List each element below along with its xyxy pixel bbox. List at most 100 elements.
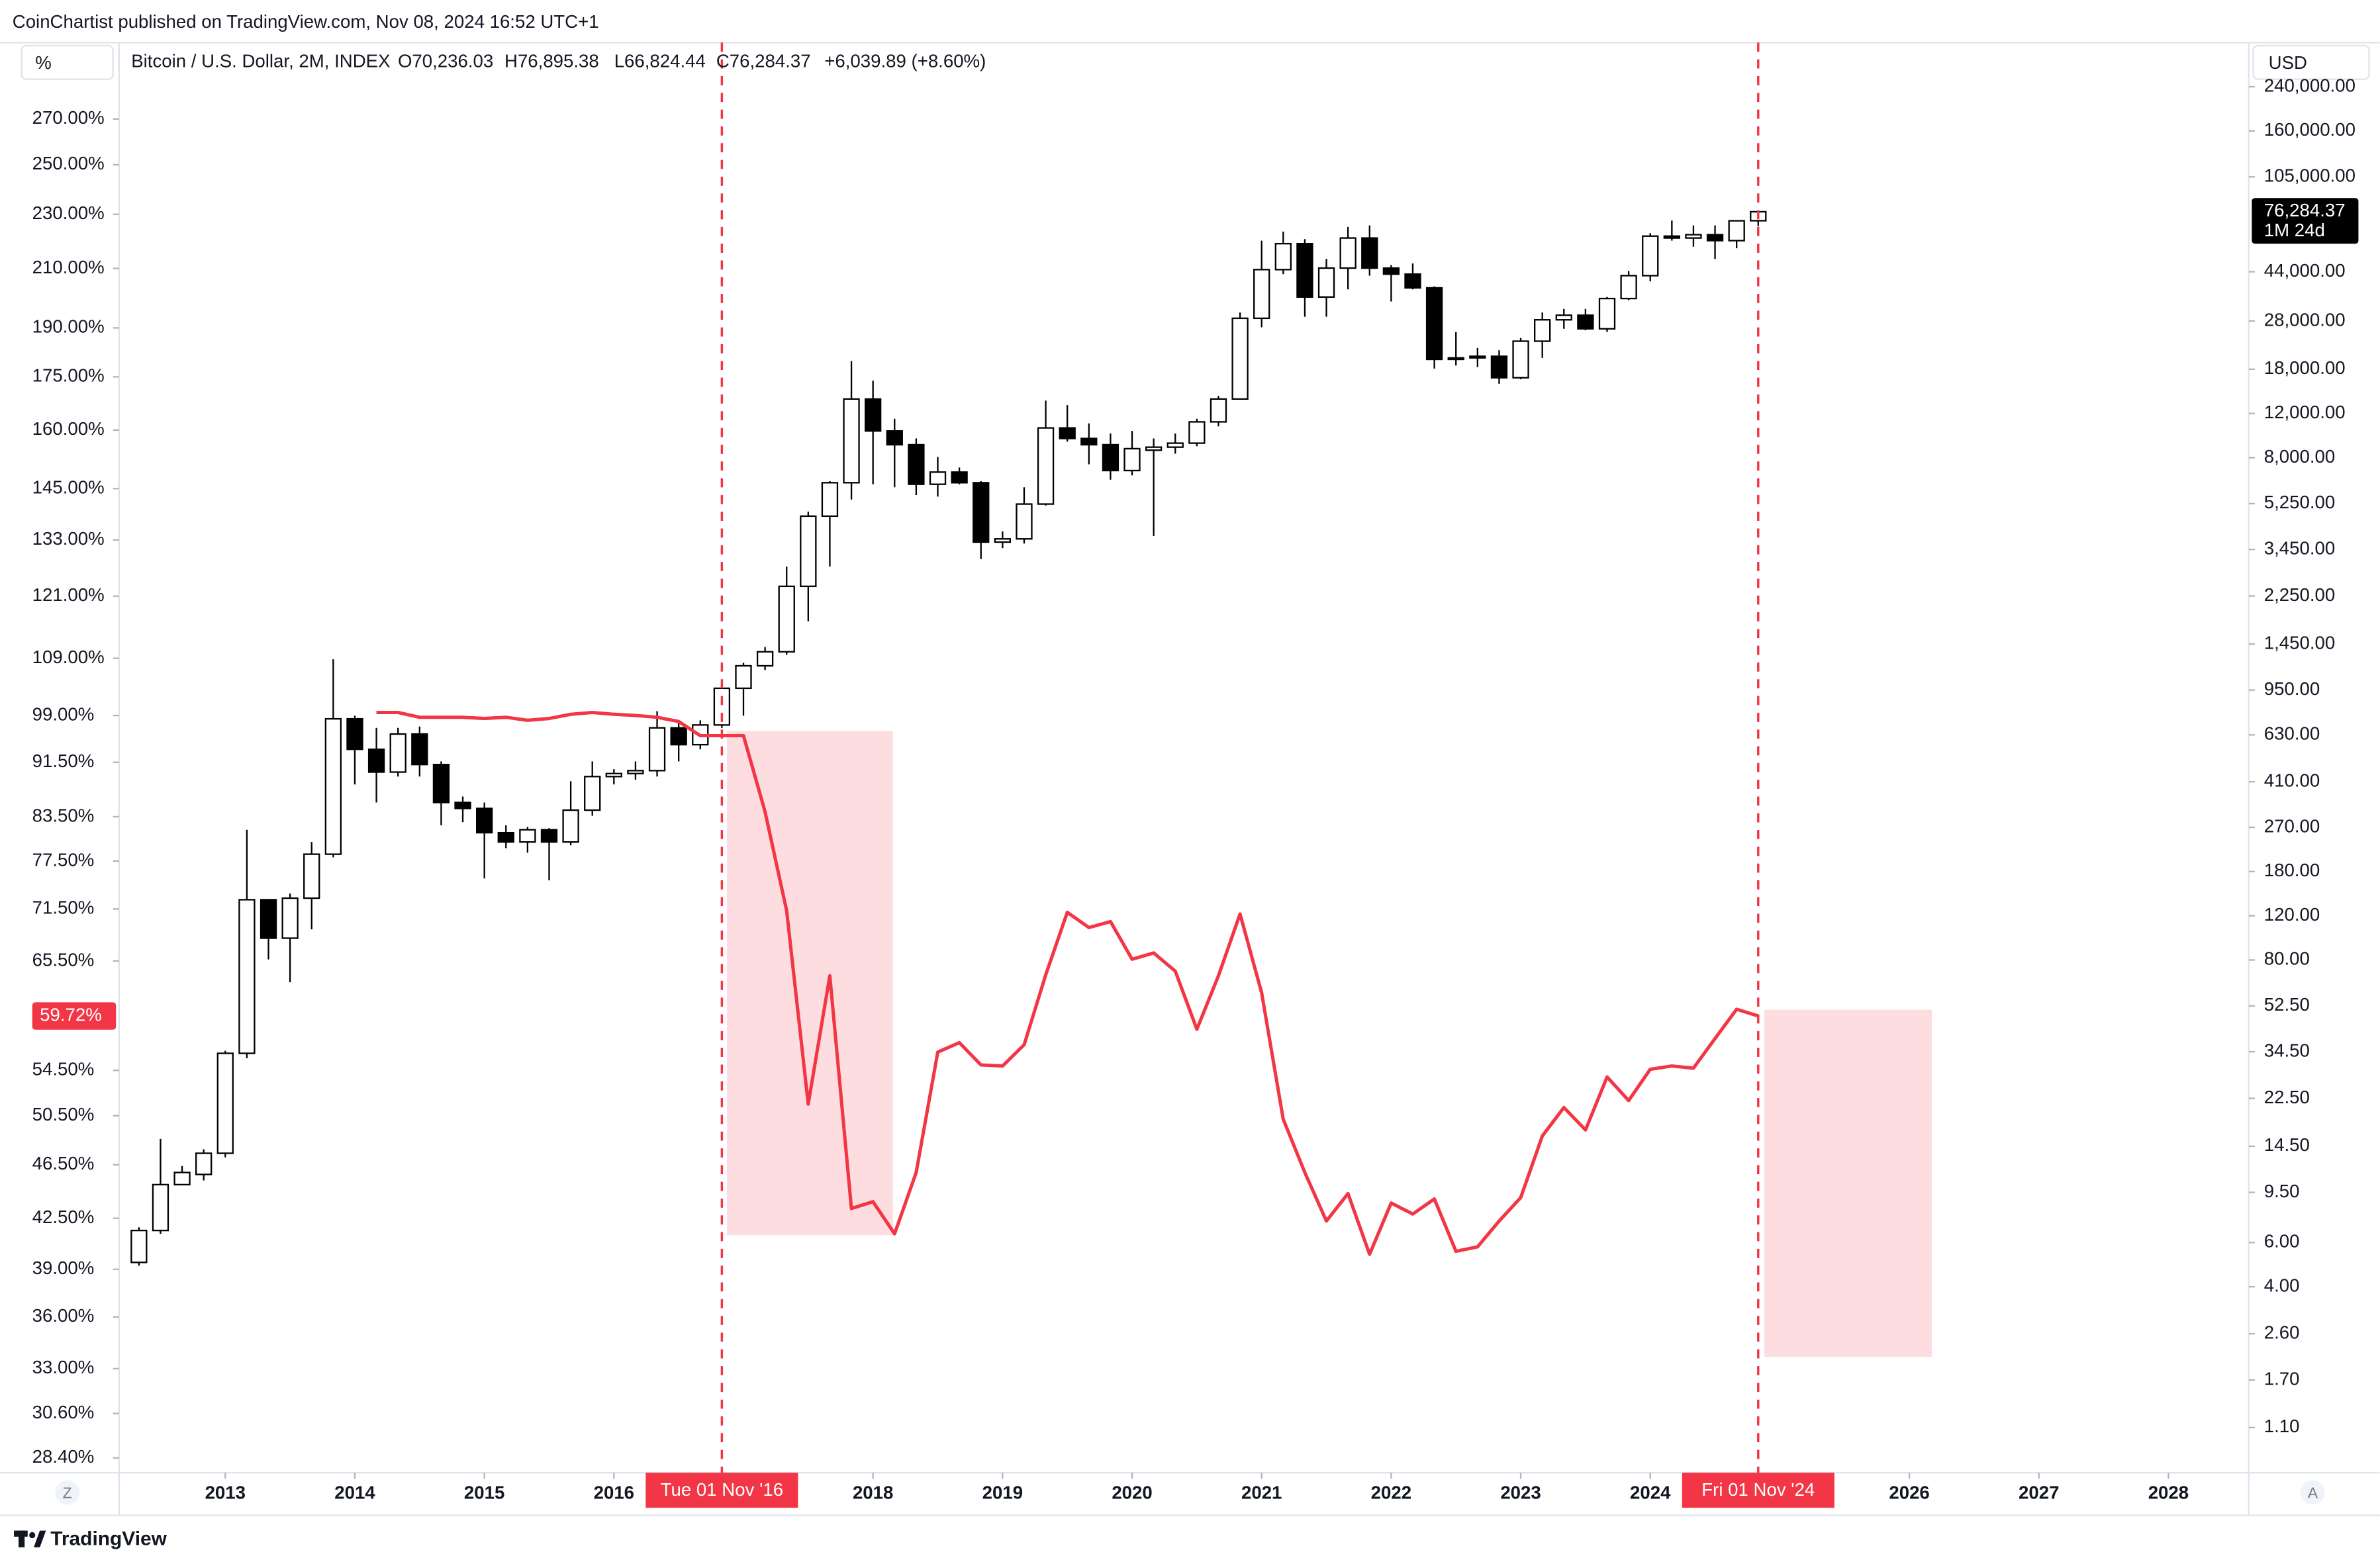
- button[interactable]: [2300, 1480, 2325, 1505]
- candle-body: [1555, 314, 1572, 321]
- y-tick-label: 71.50%: [32, 897, 95, 918]
- candle-body: [1577, 314, 1594, 330]
- x-tick-label: 2019: [982, 1483, 1023, 1503]
- candle-body: [1404, 273, 1421, 289]
- y2-tick-label: 8,000.00: [2264, 446, 2335, 467]
- y2-tick-label: 2,250.00: [2264, 584, 2335, 605]
- x-tick-label: 2028: [2148, 1483, 2189, 1503]
- y-unit[interactable]: %: [35, 52, 52, 73]
- y-tick-label: 133.00%: [32, 528, 105, 549]
- candle-body: [1620, 275, 1637, 300]
- y-tick-label: 30.60%: [32, 1402, 95, 1422]
- y-tick-label: 121.00%: [32, 584, 105, 605]
- y2-tick-label: 34.50: [2264, 1040, 2310, 1060]
- y-tick-label: 175.00%: [32, 365, 105, 386]
- x-tick-label: 2015: [464, 1483, 504, 1503]
- candle-body: [1059, 427, 1076, 439]
- candle-body: [519, 829, 536, 843]
- marker-label-box: [1682, 1473, 1834, 1508]
- candle-body: [1016, 503, 1033, 540]
- x-tick-label: 2026: [1889, 1483, 1929, 1503]
- candle-body: [303, 853, 320, 899]
- candle-body: [454, 802, 471, 809]
- y2-tick-label: 14.50: [2264, 1134, 2310, 1155]
- button-label[interactable]: Z: [63, 1484, 72, 1501]
- candle-body: [540, 829, 558, 843]
- last-price-label: 76,284.37: [2264, 200, 2346, 220]
- last-value-box: [32, 1002, 117, 1030]
- unit-box[interactable]: [2252, 44, 2370, 80]
- candle-body: [584, 776, 601, 811]
- line-series: [376, 710, 1759, 1256]
- button[interactable]: [55, 1480, 80, 1505]
- y2-tick-label: 28,000.00: [2264, 309, 2346, 330]
- legend-high: H76,895.38: [504, 51, 599, 71]
- candle-body: [865, 398, 882, 432]
- candle-body: [367, 748, 385, 773]
- y-tick-label: 91.50%: [32, 751, 95, 771]
- x-tick-label: 2014: [334, 1483, 375, 1503]
- candle-body: [800, 515, 817, 588]
- candle-body: [497, 831, 514, 843]
- candle-body: [627, 770, 644, 774]
- y2-tick-label: 630.00: [2264, 723, 2320, 744]
- y2-tick-label: 105,000.00: [2264, 165, 2356, 186]
- y-tick-label: 250.00%: [32, 153, 105, 173]
- candle-body: [1469, 355, 1486, 359]
- legend-change: +6,039.89 (+8.60%): [824, 51, 986, 71]
- x-tick-label: 2027: [2019, 1483, 2059, 1503]
- candle-body: [260, 899, 277, 939]
- candle-body: [195, 1152, 213, 1175]
- candle-body: [346, 717, 363, 751]
- candle-body: [1188, 421, 1206, 444]
- legend-low: L66,824.44: [614, 51, 706, 71]
- range-box: [1764, 1009, 1932, 1357]
- candle-body: [1663, 235, 1680, 239]
- candle-body: [843, 398, 860, 484]
- candle-body: [886, 430, 903, 446]
- unit-box[interactable]: [21, 44, 114, 80]
- legend-close: C76,284.37: [716, 51, 811, 71]
- x-tick-label: 2013: [205, 1483, 246, 1503]
- y-tick-label: 42.50%: [32, 1207, 95, 1227]
- candle-body: [1490, 355, 1508, 379]
- y2-tick-label: 4.00: [2264, 1275, 2300, 1295]
- range-box: [726, 731, 893, 1236]
- x-tick-label: 2024: [1630, 1483, 1671, 1503]
- y-tick-label: 230.00%: [32, 203, 105, 223]
- y-tick-label: 190.00%: [32, 316, 105, 337]
- candle-body: [389, 733, 406, 773]
- y2-tick-label: 2.60: [2264, 1322, 2300, 1342]
- y2-tick-label: 1.10: [2264, 1416, 2300, 1436]
- y2-tick-label: 44,000.00: [2264, 260, 2346, 281]
- candle-body: [1706, 234, 1724, 242]
- logo: [14, 1530, 46, 1547]
- candle-body: [1685, 234, 1702, 239]
- candle-body: [130, 1229, 148, 1263]
- y-tick-label: 54.50%: [32, 1059, 95, 1079]
- marker-label-box: [645, 1473, 798, 1508]
- candle-body: [1231, 317, 1249, 400]
- candle-body: [1317, 267, 1335, 298]
- y-tick-label: 145.00%: [32, 477, 105, 498]
- y-tick-label: 160.00%: [32, 418, 105, 439]
- candle-body: [1274, 243, 1292, 271]
- button-label[interactable]: A: [2308, 1484, 2318, 1501]
- candle-body: [1642, 235, 1659, 277]
- candle-body: [1102, 443, 1119, 472]
- candle-body: [1145, 446, 1163, 451]
- candle-body: [756, 651, 774, 667]
- y2-tick-label: 240,000.00: [2264, 75, 2356, 95]
- candle-body: [1361, 237, 1378, 269]
- candle-body: [821, 482, 839, 518]
- candle-body: [432, 764, 450, 803]
- x-tick-label: 2018: [853, 1483, 893, 1503]
- y-tick-label: 109.00%: [32, 647, 105, 667]
- candle-body: [1210, 398, 1227, 423]
- candle-body: [1123, 447, 1141, 472]
- y2-tick-label: 22.50: [2264, 1087, 2310, 1107]
- candle-body: [152, 1183, 169, 1232]
- y2-unit[interactable]: USD: [2269, 52, 2307, 73]
- marker-label: Tue 01 Nov '16: [661, 1479, 783, 1500]
